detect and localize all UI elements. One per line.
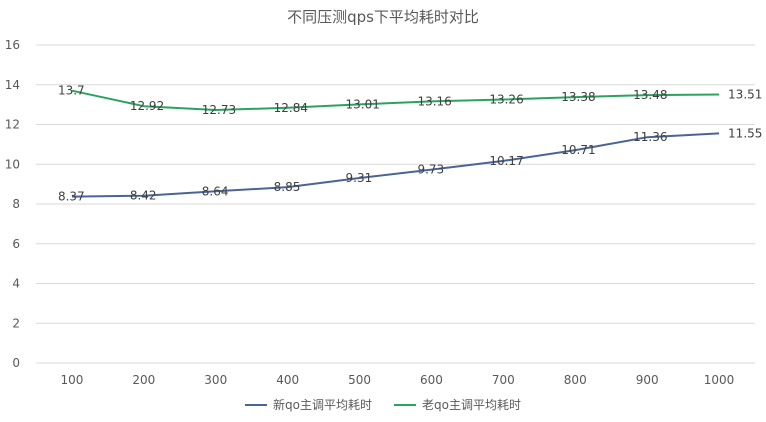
y-tick-label: 8 bbox=[12, 197, 20, 211]
legend-swatch-new bbox=[245, 403, 268, 406]
legend: 新qo主调平均耗时 老qo主调平均耗时 bbox=[0, 396, 766, 413]
data-label-1: 13.48 bbox=[633, 88, 667, 102]
series-line-1 bbox=[71, 89, 720, 111]
data-label-0: 8.64 bbox=[202, 184, 229, 198]
data-label-1: 13.38 bbox=[561, 90, 595, 104]
x-tick-label: 700 bbox=[492, 373, 515, 387]
x-tick-label: 100 bbox=[60, 373, 83, 387]
chart-title: 不同压测qps下平均耗时对比 bbox=[287, 8, 479, 26]
data-label-0: 10.71 bbox=[561, 143, 595, 157]
x-tick-label: 200 bbox=[132, 373, 155, 387]
data-label-1: 12.92 bbox=[130, 99, 164, 113]
y-tick-label: 0 bbox=[12, 356, 20, 370]
legend-swatch-old bbox=[394, 403, 416, 406]
data-label-0: 8.37 bbox=[58, 190, 85, 204]
y-tick-label: 14 bbox=[5, 78, 20, 92]
x-tick-label: 300 bbox=[204, 373, 227, 387]
data-label-1: 13.26 bbox=[489, 92, 523, 106]
x-tick-label: 1000 bbox=[704, 373, 735, 387]
data-label-0: 11.36 bbox=[633, 130, 667, 144]
legend-item-new: 新qo主调平均耗时 bbox=[245, 396, 372, 413]
x-tick-label: 400 bbox=[276, 373, 299, 387]
data-label-1: 13.51 bbox=[728, 87, 762, 101]
legend-label-old: 老qo主调平均耗时 bbox=[422, 398, 521, 412]
x-tick-label: 600 bbox=[420, 373, 443, 387]
data-label-1: 13.16 bbox=[417, 94, 451, 108]
data-label-0: 8.85 bbox=[274, 180, 301, 194]
data-label-0: 8.42 bbox=[130, 189, 157, 203]
y-tick-label: 12 bbox=[5, 118, 20, 132]
data-label-1: 12.84 bbox=[274, 101, 308, 115]
x-tick-label: 900 bbox=[636, 373, 659, 387]
y-tick-label: 10 bbox=[5, 157, 20, 171]
y-tick-label: 16 bbox=[5, 38, 20, 52]
data-label-0: 10.17 bbox=[489, 154, 523, 168]
legend-label-new: 新qo主调平均耗时 bbox=[273, 398, 372, 412]
x-tick-label: 500 bbox=[348, 373, 371, 387]
y-tick-label: 6 bbox=[12, 237, 20, 251]
data-label-1: 12.73 bbox=[202, 103, 236, 117]
y-tick-label: 2 bbox=[12, 316, 20, 330]
data-label-1: 13.01 bbox=[346, 97, 380, 111]
data-label-1: 13.7 bbox=[58, 84, 85, 98]
x-tick-label: 800 bbox=[564, 373, 587, 387]
data-label-0: 9.73 bbox=[417, 163, 444, 177]
data-label-0: 9.31 bbox=[346, 171, 373, 185]
series-line-0 bbox=[71, 132, 720, 198]
data-label-0: 11.55 bbox=[728, 126, 762, 140]
y-tick-label: 4 bbox=[12, 277, 20, 291]
legend-item-old: 老qo主调平均耗时 bbox=[394, 396, 521, 413]
